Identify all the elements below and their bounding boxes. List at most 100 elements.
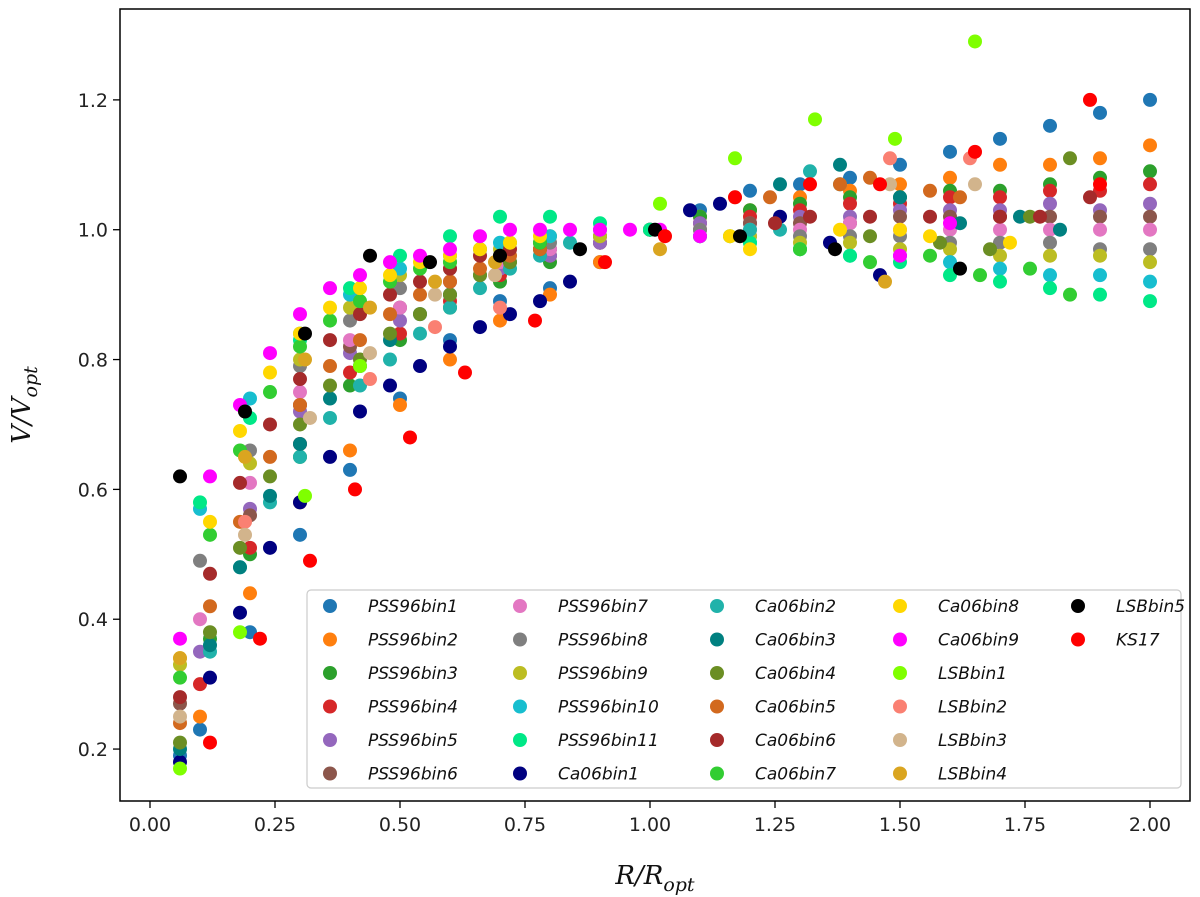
data-point	[323, 378, 337, 393]
data-point	[443, 300, 457, 315]
data-point	[293, 417, 307, 432]
data-point	[323, 333, 337, 348]
x-tick-label: 1.75	[1004, 814, 1046, 836]
data-point	[323, 281, 337, 296]
data-point	[743, 183, 757, 198]
data-point	[843, 248, 857, 263]
data-point	[993, 157, 1007, 172]
data-point	[473, 281, 487, 296]
data-point	[493, 209, 507, 224]
legend-label: PSS96bin7	[558, 597, 648, 617]
data-point	[833, 157, 847, 172]
legend-label: PSS96bin9	[558, 664, 648, 684]
data-point	[413, 248, 427, 263]
y-tick-label: 0.6	[78, 479, 108, 501]
data-point	[528, 313, 542, 328]
legend-item: Ca06bin9	[893, 631, 1019, 651]
legend-marker	[710, 733, 724, 747]
data-point	[873, 177, 887, 192]
x-tick-label: 2.00	[1129, 814, 1171, 836]
legend-marker	[893, 632, 907, 647]
data-point	[968, 177, 982, 192]
legend-marker	[513, 632, 527, 647]
legend-label: PSS96bin6	[368, 765, 458, 785]
data-point	[833, 177, 847, 192]
data-point	[893, 209, 907, 224]
y-tick-label: 0.4	[78, 609, 108, 631]
legend-label: PSS96bin11	[558, 731, 659, 751]
legend-label: Ca06bin7	[755, 765, 836, 785]
data-point	[943, 144, 957, 159]
data-point	[993, 274, 1007, 289]
data-point	[353, 307, 367, 322]
data-point	[1043, 235, 1057, 250]
legend-label: LSBbin4	[938, 765, 1007, 785]
data-point	[893, 248, 907, 263]
data-point	[293, 436, 307, 451]
legend-marker	[323, 599, 337, 613]
data-point	[233, 560, 247, 575]
data-point	[173, 690, 187, 705]
data-point	[1143, 294, 1157, 309]
data-point	[243, 391, 257, 406]
data-point	[443, 242, 457, 257]
data-point	[393, 261, 407, 276]
data-point	[533, 222, 547, 237]
data-point	[923, 183, 937, 198]
data-point	[968, 144, 982, 159]
data-point	[793, 177, 807, 192]
legend-item: Ca06bin7	[710, 765, 836, 785]
series-PSS96bin3	[203, 164, 1157, 646]
data-point	[238, 404, 252, 419]
legend-label: PSS96bin1	[368, 597, 458, 617]
data-point	[653, 196, 667, 211]
data-point	[863, 229, 877, 244]
data-point	[1083, 190, 1097, 205]
data-point	[1143, 138, 1157, 153]
series-Ca06bin6	[173, 190, 1097, 705]
legend-box	[306, 589, 1182, 789]
data-point	[413, 326, 427, 341]
data-point	[1043, 157, 1057, 172]
data-point	[348, 482, 362, 497]
y-tick-label: 0.2	[78, 739, 108, 761]
data-point	[393, 398, 407, 412]
data-point	[863, 255, 877, 270]
data-point	[1023, 261, 1037, 276]
data-point	[993, 190, 1007, 205]
legend-marker	[710, 699, 724, 714]
y-tick-label: 1.2	[78, 90, 108, 112]
data-point	[943, 268, 957, 283]
data-point	[993, 131, 1007, 146]
data-point	[383, 307, 397, 322]
data-point	[1013, 209, 1027, 224]
legend-item: PSS96bin8	[513, 631, 648, 651]
data-point	[443, 229, 457, 244]
data-point	[298, 352, 312, 367]
data-point	[773, 177, 787, 192]
data-point	[1093, 105, 1107, 120]
data-point	[993, 248, 1007, 263]
data-point	[763, 190, 777, 205]
legend-marker	[893, 766, 907, 781]
legend-marker	[1071, 632, 1085, 647]
data-point	[298, 326, 312, 341]
data-point	[1143, 255, 1157, 270]
legend-item: KS17	[1071, 631, 1160, 651]
data-point	[563, 235, 577, 250]
data-point	[363, 300, 377, 315]
legend-marker	[1071, 599, 1085, 613]
data-point	[193, 495, 207, 510]
legend-label: PSS96bin8	[558, 631, 648, 651]
data-point	[993, 222, 1007, 237]
legend-item: PSS96bin11	[513, 731, 659, 751]
x-tick-label: 0.50	[379, 814, 421, 836]
data-point	[993, 235, 1007, 250]
data-point	[413, 359, 427, 374]
data-point	[863, 170, 877, 185]
data-point	[323, 300, 337, 315]
data-point	[173, 469, 187, 484]
data-point	[173, 631, 187, 646]
legend-label: Ca06bin3	[755, 631, 836, 651]
data-point	[413, 307, 427, 322]
